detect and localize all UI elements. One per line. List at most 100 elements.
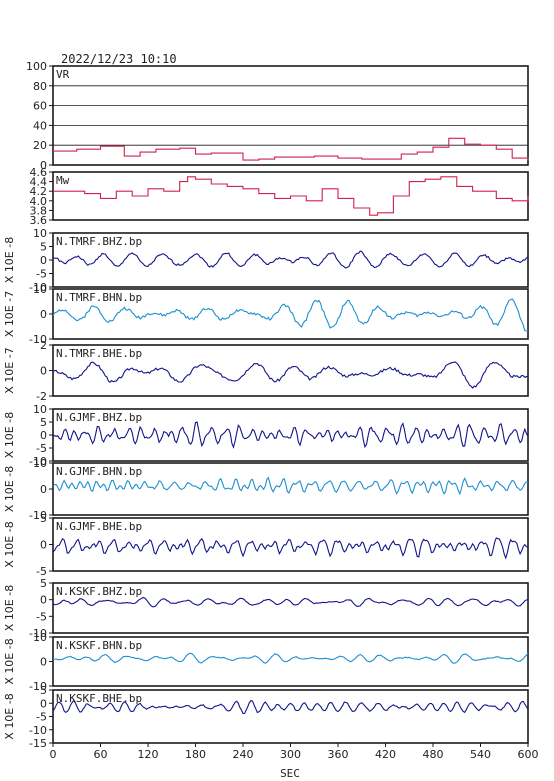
panel-kskf_bhe: 50-5-10-15 X 10E -8 N.KSKF.BHE.bp [3, 684, 529, 750]
panel-mw: 4.64.44.24.03.83.6 Mw [30, 166, 529, 227]
series-line [52, 298, 529, 332]
series-line [52, 250, 529, 269]
panel-label: N.TMRF.BHN.bp [56, 291, 142, 304]
y-tick-label: -10 [29, 281, 47, 294]
x-tick-label: 120 [138, 748, 159, 761]
series-line [52, 537, 529, 560]
y-tick-label: 5 [40, 577, 47, 590]
panel-frame [52, 517, 529, 572]
y-tick-label: 2 [40, 339, 47, 352]
y-tick-label: 100 [26, 60, 47, 73]
x-tick-label: 300 [280, 748, 301, 761]
x-tick-label: 240 [233, 748, 254, 761]
y-tick-label: -15 [29, 737, 47, 750]
panel-label: N.GJMF.BHZ.bp [56, 411, 142, 424]
panel-frame [52, 582, 529, 634]
panel-frame [52, 232, 529, 288]
series-line [52, 596, 529, 608]
y-tick-label: -10 [29, 627, 47, 640]
timestamp-title: 2022/12/23 10:10 [61, 52, 177, 66]
panel-frame [52, 689, 529, 744]
y-tick-label: 4.4 [30, 176, 48, 189]
y-tick-label: -5 [36, 711, 47, 724]
y-tick-label: -10 [29, 680, 47, 693]
y-tick-label: 0 [40, 656, 47, 669]
panel-label: N.TMRF.BHE.bp [56, 347, 142, 360]
y-tick-label: 4.2 [30, 185, 48, 198]
y-axis-label: X 10E -8 [3, 237, 16, 283]
panel-frame [52, 636, 529, 687]
y-axis-label: X 10E -7 [3, 291, 16, 337]
x-tick-label: 360 [328, 748, 349, 761]
panels-group: 100806040200VR4.64.44.24.03.83.6Mw1050-5… [3, 60, 529, 750]
series-line [52, 361, 529, 389]
series-line [52, 652, 529, 664]
y-tick-label: 0 [40, 429, 47, 442]
y-axis-label: X 10E -8 [3, 466, 16, 512]
y-tick-label: 80 [33, 80, 47, 93]
panel-vr: 100 80 60 40 20 0 VR [26, 60, 529, 172]
y-tick-label: 40 [33, 119, 47, 132]
y-tick-label: 20 [33, 139, 47, 152]
y-tick-label: 0 [40, 254, 47, 267]
x-tick-label: 180 [185, 748, 206, 761]
y-tick-label: 0 [40, 365, 47, 378]
y-tick-label: 3.8 [30, 204, 48, 217]
y-tick-label: 10 [33, 457, 47, 470]
y-tick-label: 5 [40, 241, 47, 254]
panel-label: N.GJMF.BHN.bp [56, 465, 142, 478]
y-tick-label: -2 [36, 390, 47, 403]
y-tick-label: 0 [40, 697, 47, 710]
series-line [52, 421, 529, 449]
y-tick-label: -5 [36, 610, 47, 623]
y-tick-label: 0 [40, 483, 47, 496]
y-axis-label: X 10E -8 [3, 521, 16, 567]
y-tick-label: 5 [40, 416, 47, 429]
series-line [52, 476, 529, 496]
x-tick-label: 600 [518, 748, 539, 761]
x-tick-label: 420 [375, 748, 396, 761]
panel-label: N.KSKF.BHE.bp [56, 692, 142, 705]
y-tick-label: -5 [36, 442, 47, 455]
series-line [53, 137, 529, 161]
y-axis-label: X 10E -7 [3, 347, 16, 393]
panel-kskf_bhn: 10 0 -10 X 10E -8 N.KSKF.BHN.bp [3, 631, 529, 693]
y-tick-label: 10 [33, 631, 47, 644]
y-tick-label: 0 [40, 308, 47, 321]
panel-label: N.KSKF.BHN.bp [56, 639, 142, 652]
y-tick-label: 0 [40, 594, 47, 607]
panel-gjmf_bhn: 10 0 -10 X 10E -8 N.GJMF.BHN.bp [3, 457, 529, 522]
y-tick-label: -10 [29, 509, 47, 522]
panel-frame [52, 65, 529, 166]
y-tick-label: -10 [29, 333, 47, 346]
y-axis-label: X 10E -8 [3, 638, 16, 684]
y-axis-label: X 10E -8 [3, 412, 16, 458]
y-tick-label: 4.0 [30, 195, 48, 208]
panel-kskf_bhz: 5 0 -5 -10 X 10E -8 N.KSKF.BHZ.bp [3, 577, 529, 640]
panel-label: Mw [56, 174, 70, 187]
x-tick-label: 540 [470, 748, 491, 761]
series-line [52, 699, 529, 715]
panel-tmrf_bhe: 2 0 -2 X 10E -7 N.TMRF.BHE.bp [3, 339, 529, 403]
y-tick-label: 5 [40, 512, 47, 525]
panel-frame [52, 344, 529, 397]
y-tick-label: 10 [33, 403, 47, 416]
y-tick-label: 10 [33, 227, 47, 240]
y-tick-label: 4.6 [30, 166, 48, 179]
y-axis-label: X 10E -8 [3, 585, 16, 631]
x-tick-label: 0 [50, 748, 57, 761]
y-tick-label: -10 [29, 455, 47, 468]
y-tick-label: 0 [40, 159, 47, 172]
panel-label: VR [56, 68, 70, 81]
panel-label: N.GJMF.BHE.bp [56, 520, 142, 533]
y-tick-label: -5 [36, 565, 47, 578]
y-tick-label: -10 [29, 724, 47, 737]
y-tick-label: 10 [33, 283, 47, 296]
x-axis: 0 60 120 180 240 300 360 420 480 540 600 [50, 743, 539, 761]
y-tick-label: 0 [40, 539, 47, 552]
panel-label: N.KSKF.BHZ.bp [56, 585, 142, 598]
x-axis-label: SEC [280, 767, 300, 780]
